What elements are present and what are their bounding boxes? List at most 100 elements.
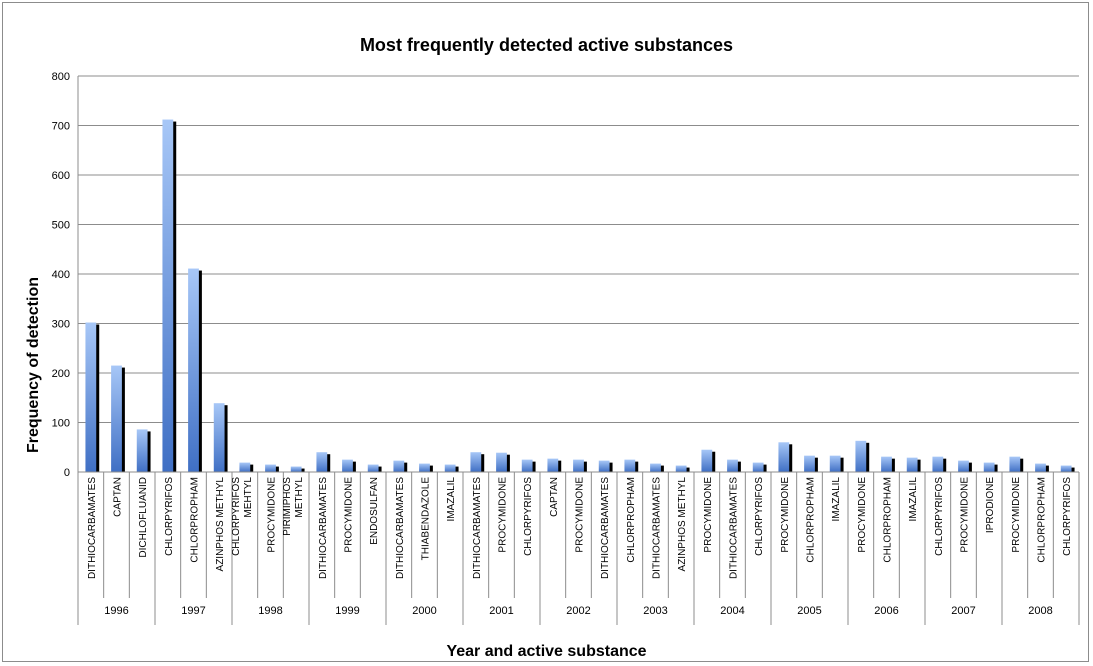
year-label: 2008 [1028, 605, 1052, 617]
bar [1060, 465, 1072, 472]
category-label-cont: METHYL [294, 477, 305, 518]
year-label: 2005 [797, 605, 821, 617]
x-axis-title: Year and active substance [446, 643, 647, 660]
bar [829, 455, 841, 472]
category-label-cont: MEHTYL [243, 477, 254, 518]
bar [675, 465, 687, 472]
category-label: ENDOSULFAN [369, 477, 380, 545]
category-label: DITHIOCARBAMATES [318, 477, 329, 579]
bar [1035, 463, 1046, 472]
y-tick-label: 600 [52, 170, 70, 182]
category-label: DITHIOCARBAMATES [652, 477, 663, 579]
category-label: DICHLOFLUANID [138, 477, 149, 558]
year-label: 2006 [874, 605, 898, 617]
bar [162, 119, 174, 472]
year-label: 1998 [258, 605, 282, 617]
bar [521, 459, 533, 472]
category-label: CHLORPROPHAM [1037, 477, 1048, 563]
category-label: CHLORPYRIFOS [523, 477, 534, 556]
category-label: PIRIMIPHOS [282, 477, 293, 536]
category-label: PROCYMIDONE [780, 477, 791, 553]
category-label: DITHIOCARBAMATES [87, 477, 98, 579]
category-label: PROCYMIDONE [267, 477, 278, 553]
bar [932, 456, 944, 472]
y-tick-label: 200 [52, 368, 70, 380]
y-tick-label: 400 [52, 269, 70, 281]
category-label: DITHIOCARBAMATES [600, 477, 611, 579]
bar [188, 268, 199, 472]
bar [752, 462, 764, 472]
category-label: PROCYMIDONE [857, 477, 868, 553]
category-label: PROCYMIDONE [575, 477, 586, 553]
category-label: IMAZALIL [446, 477, 457, 522]
category-label: CHLORPYRIFOS [231, 477, 242, 556]
bar [85, 322, 97, 472]
category-label: PROCYMIDONE [498, 477, 509, 553]
bar [265, 464, 276, 472]
category-label: THIABENDAZOLE [421, 477, 432, 561]
bar [444, 464, 456, 472]
bar [342, 459, 353, 472]
y-tick-label: 300 [52, 319, 70, 331]
bar [419, 463, 430, 472]
category-label: CAPTAN [113, 477, 124, 517]
category-label: PROCYMIDONE [344, 477, 355, 553]
category-label: AZINPHOS METHYL [215, 477, 226, 572]
category-label: IPRODIONE [985, 477, 996, 533]
category-label: DITHIOCARBAMATES [395, 477, 406, 579]
bar [290, 466, 302, 472]
year-label: 2002 [566, 605, 590, 617]
year-label: 2007 [951, 605, 975, 617]
bar [367, 464, 379, 472]
category-label: CHLORPYRIFOS [754, 477, 765, 556]
category-label: CAPTAN [549, 477, 560, 517]
y-tick-label: 0 [64, 467, 70, 479]
year-label: 2001 [489, 605, 513, 617]
bar [239, 462, 251, 472]
category-label: CHLORPROPHAM [190, 477, 201, 563]
bar [804, 455, 815, 472]
y-tick-label: 700 [52, 121, 70, 133]
category-label: IMAZALIL [908, 477, 919, 522]
bar [136, 429, 148, 472]
bar [393, 460, 405, 472]
year-label: 2004 [720, 605, 744, 617]
year-label: 1997 [181, 605, 205, 617]
bar [1009, 456, 1021, 472]
year-label: 2003 [643, 605, 667, 617]
category-label: CHLORPYRIFOS [1062, 477, 1073, 556]
bar [547, 458, 559, 472]
category-label: PROCYMIDONE [960, 477, 971, 553]
category-label: CHLORPROPHAM [626, 477, 637, 563]
y-tick-label: 500 [52, 220, 70, 232]
bar [983, 462, 995, 472]
bar [624, 459, 636, 472]
bar [701, 449, 713, 472]
category-label: CHLORPROPHAM [806, 477, 817, 563]
category-label: CHLORPYRIFOS [934, 477, 945, 556]
y-tick-label: 100 [52, 418, 70, 430]
category-label: PROCYMIDONE [703, 477, 714, 553]
bar [213, 403, 225, 472]
bar [881, 456, 892, 472]
bar [727, 459, 738, 472]
bar [573, 459, 584, 472]
category-label: CHLORPROPHAM [883, 477, 894, 563]
y-tick-label: 800 [52, 71, 70, 83]
bar [598, 460, 610, 472]
bar [470, 452, 482, 472]
bar [111, 365, 122, 472]
category-label: DITHIOCARBAMATES [729, 477, 740, 579]
year-label: 2000 [412, 605, 436, 617]
bar [650, 463, 661, 472]
category-label: IMAZALIL [831, 477, 842, 522]
year-label: 1999 [335, 605, 359, 617]
chart-title: Most frequently detected active substanc… [359, 35, 734, 55]
bar [855, 440, 867, 472]
bar [496, 452, 507, 472]
category-label: CHLORPYRIFOS [164, 477, 175, 556]
year-label: 1996 [104, 605, 128, 617]
bar [958, 460, 969, 472]
bar [316, 452, 328, 472]
